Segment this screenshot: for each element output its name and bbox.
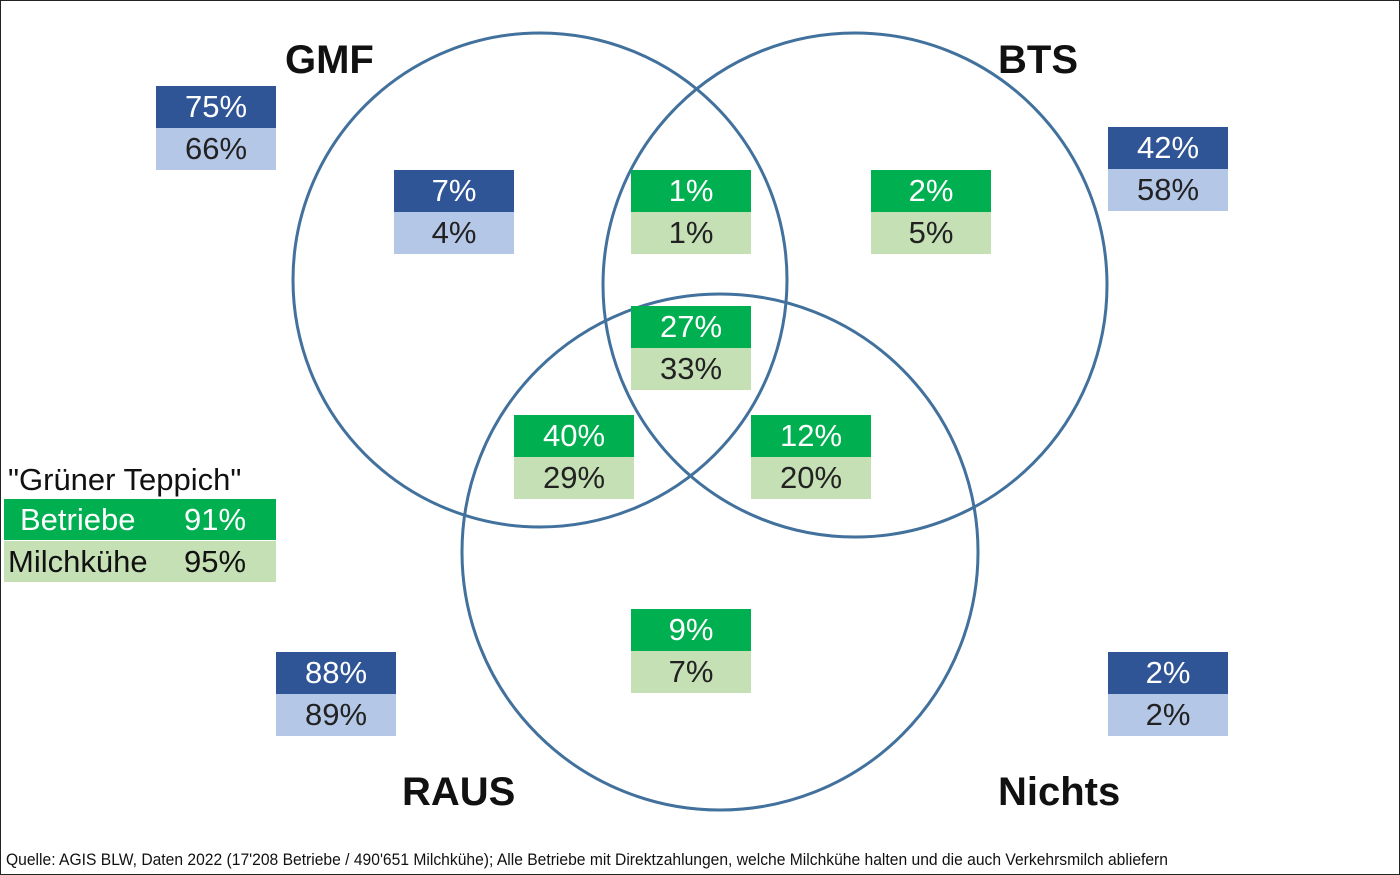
set-label-raus: RAUS [402,770,516,814]
source-note: Quelle: AGIS BLW, Daten 2022 (17'208 Bet… [6,850,1168,869]
kuehe-value: 4% [394,212,514,254]
set-label-bts: BTS [998,38,1078,82]
betriebe-value: 7% [394,170,514,212]
region-raus-only: 9% 7% [631,609,751,693]
region-bts-total: 42% 58% [1108,127,1228,211]
region-gmf-raus: 40% 29% [514,415,634,499]
kuehe-value: 1% [631,212,751,254]
region-gmf-total: 75% 66% [156,86,276,170]
legend-betriebe-value: 91% [184,502,247,537]
bts-circle [601,31,1109,539]
betriebe-value: 2% [1108,652,1228,694]
kuehe-value: 66% [156,128,276,170]
kuehe-value: 58% [1108,169,1228,211]
kuehe-value: 7% [631,651,751,693]
legend-kuehe-value: 95% [184,544,247,579]
legend-betriebe-label: Betriebe [20,502,136,537]
betriebe-value: 2% [871,170,991,212]
legend-title: "Grüner Teppich" [8,462,242,497]
region-nichts: 2% 2% [1108,652,1228,736]
betriebe-value: 9% [631,609,751,651]
region-gmf-bts: 1% 1% [631,170,751,254]
region-all-three: 27% 33% [631,306,751,390]
kuehe-value: 33% [631,348,751,390]
kuehe-value: 5% [871,212,991,254]
region-gmf-only: 7% 4% [394,170,514,254]
betriebe-value: 75% [156,86,276,128]
gmf-circle [291,31,789,529]
set-label-nichts: Nichts [998,770,1121,814]
legend-kuehe-label: Milchkühe [8,544,148,579]
betriebe-value: 12% [751,415,871,457]
kuehe-value: 89% [276,694,396,736]
kuehe-value: 2% [1108,694,1228,736]
region-raus-total: 88% 89% [276,652,396,736]
betriebe-value: 40% [514,415,634,457]
set-label-gmf: GMF [285,38,374,82]
betriebe-value: 88% [276,652,396,694]
betriebe-value: 42% [1108,127,1228,169]
legend-betriebe: Betriebe 91% [4,499,276,540]
region-bts-only: 2% 5% [871,170,991,254]
region-bts-raus: 12% 20% [751,415,871,499]
legend-kuehe: Milchkühe 95% [4,541,276,582]
betriebe-value: 27% [631,306,751,348]
betriebe-value: 1% [631,170,751,212]
raus-circle [460,292,980,812]
kuehe-value: 20% [751,457,871,499]
kuehe-value: 29% [514,457,634,499]
